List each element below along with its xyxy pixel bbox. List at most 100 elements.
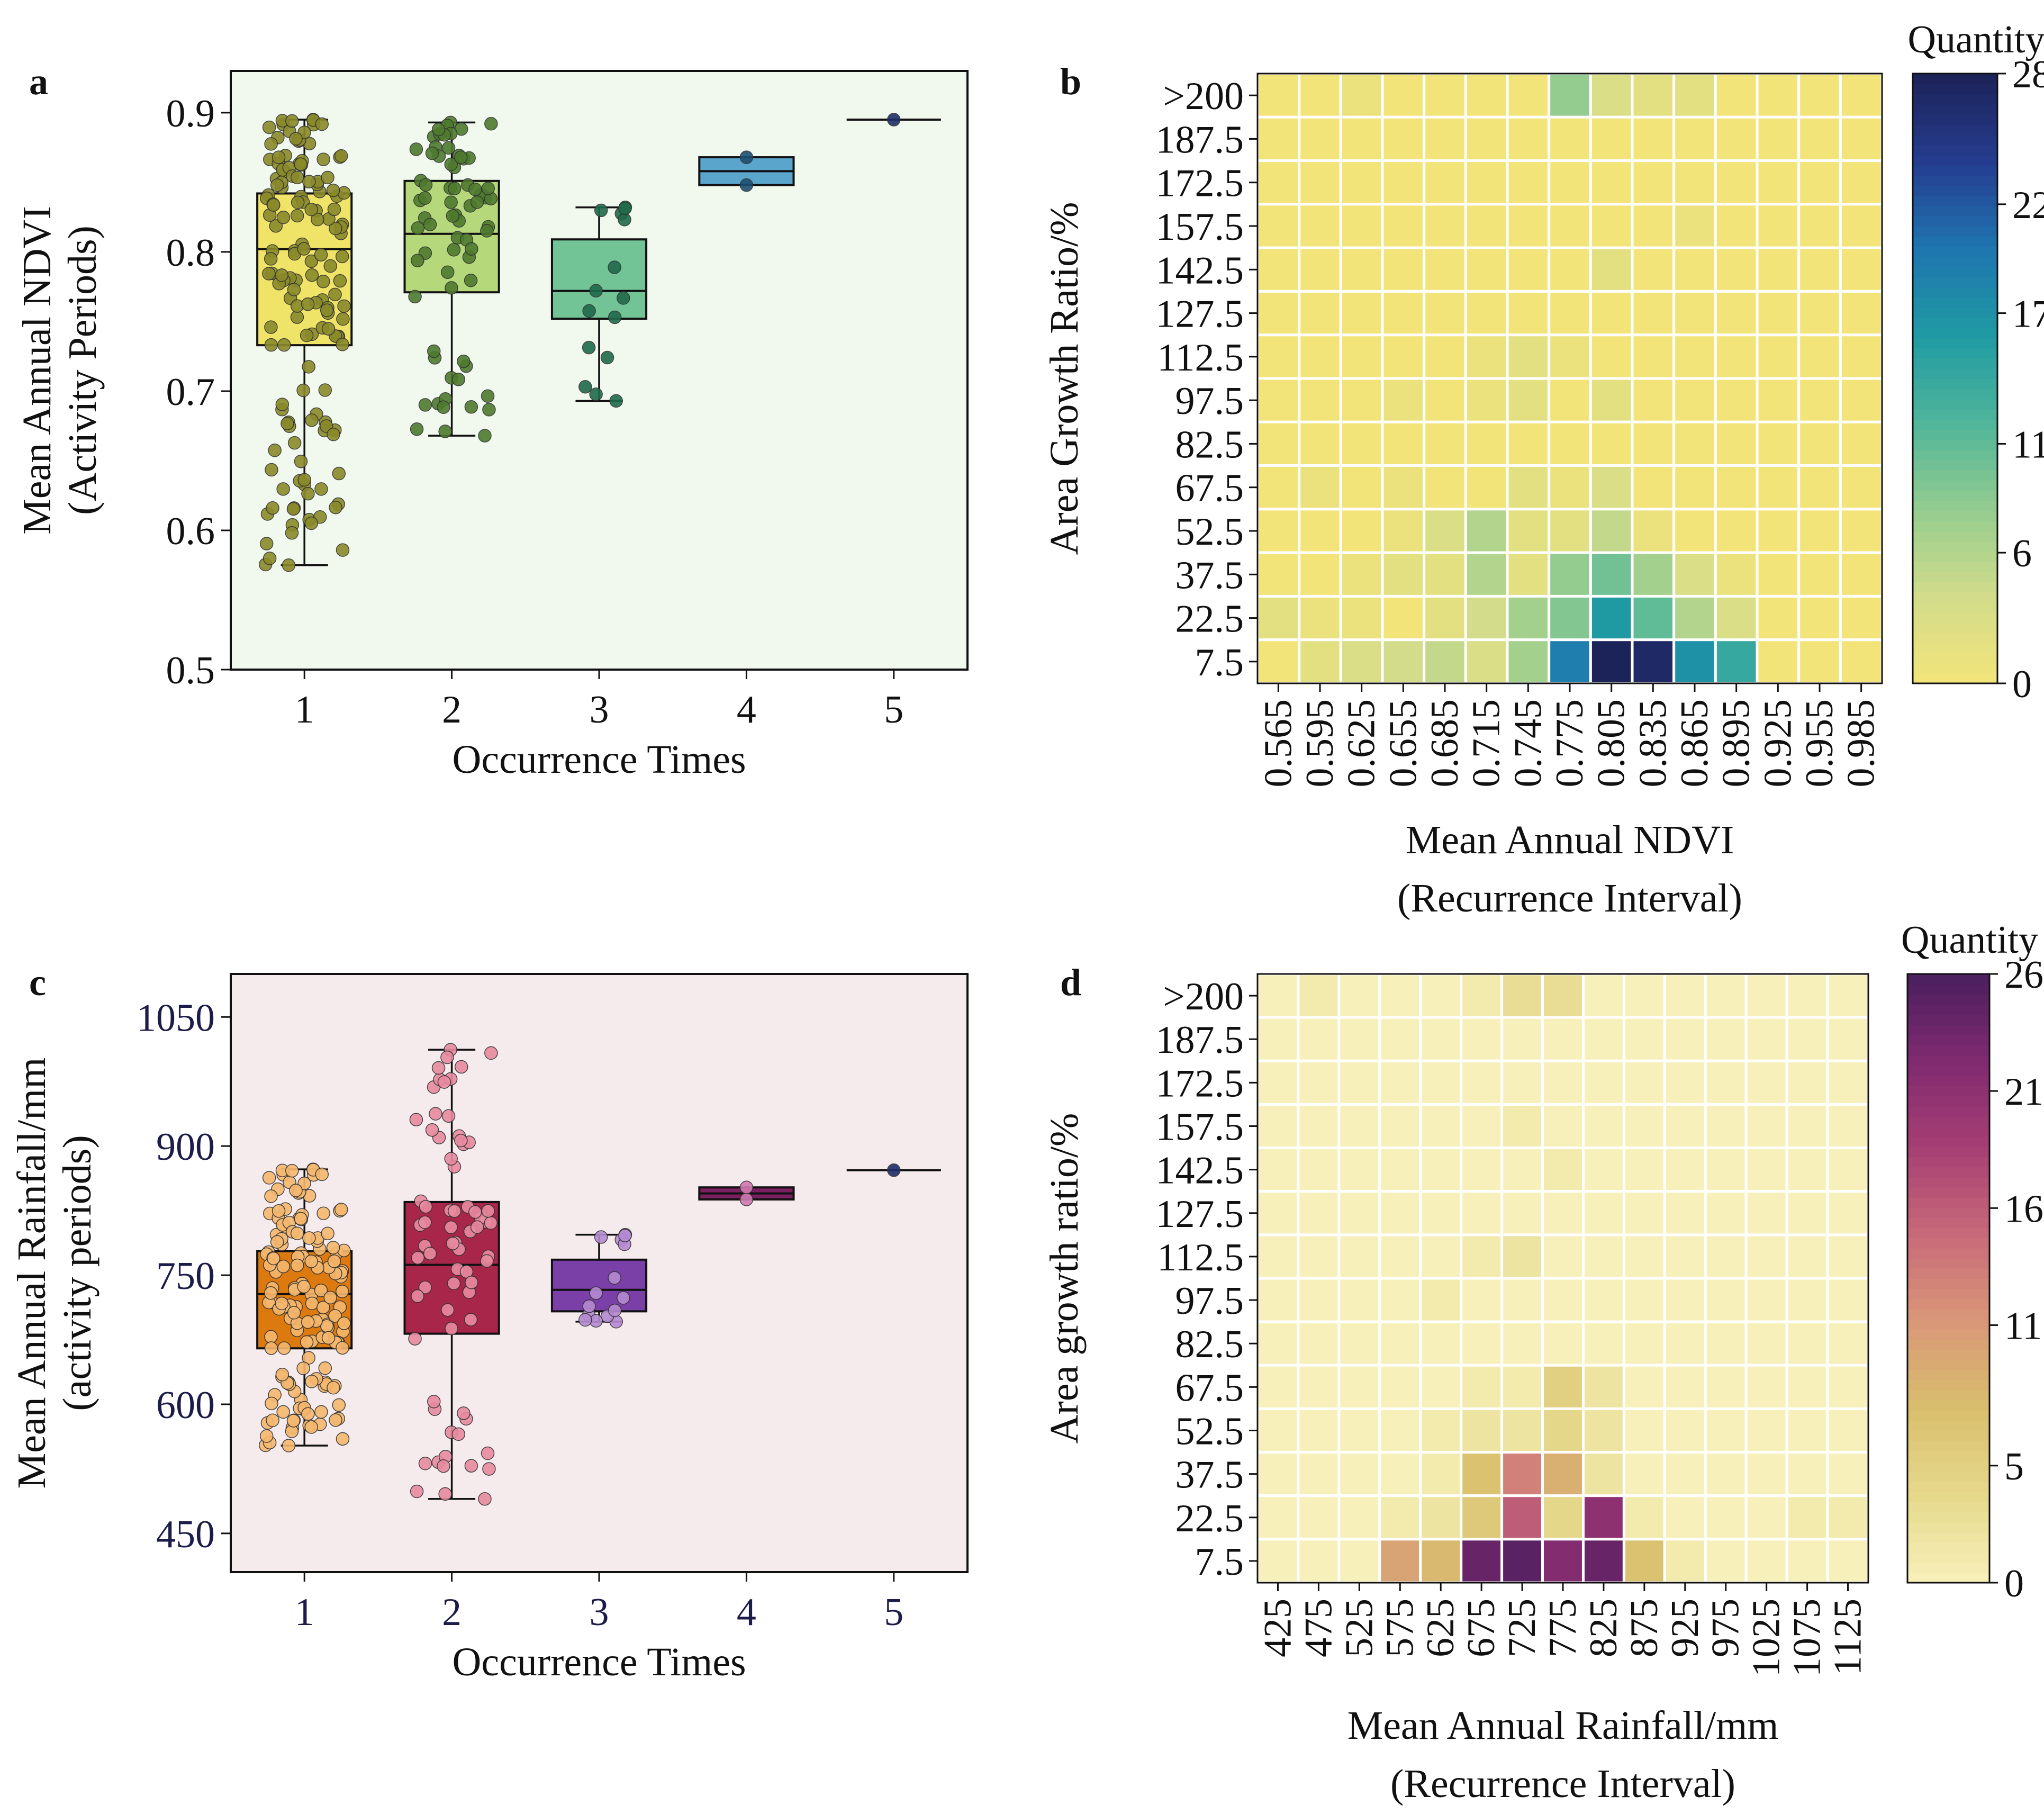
data-point <box>484 116 498 131</box>
data-point <box>454 150 468 164</box>
colorbar-segment <box>1907 1572 1989 1583</box>
colorbar-segment <box>1913 378 1997 390</box>
heatmap-cell <box>1581 1103 1625 1150</box>
colorbar-segment <box>1907 1491 1989 1502</box>
data-point <box>608 1303 622 1317</box>
data-point <box>441 1109 456 1123</box>
y-tick-label: 157.5 <box>1156 205 1244 249</box>
data-point <box>314 1284 328 1297</box>
colorbar-segment <box>1913 358 1997 369</box>
heatmap-cell <box>1826 1451 1870 1497</box>
box-group-5 <box>846 1163 941 1177</box>
colorbar-segment <box>1913 561 1997 572</box>
x-tick-label: 0.565 <box>1256 699 1300 788</box>
heatmap-cell <box>1589 72 1634 119</box>
heatmap-cell <box>1541 972 1585 1019</box>
heatmap-cell <box>1460 1233 1504 1280</box>
heatmap-cell <box>1631 159 1676 206</box>
data-point <box>290 1226 304 1240</box>
heatmap-cell <box>1839 115 1884 163</box>
heatmap-cell <box>1339 290 1384 337</box>
heatmap-cell <box>1337 972 1381 1019</box>
heatmap-cell <box>1744 1016 1788 1062</box>
panel-d: d >200187.5172.5157.5142.5127.5112.597.58… <box>1042 918 2043 1806</box>
colorbar-tick-label: 11 <box>2012 423 2044 466</box>
data-point <box>336 1432 350 1446</box>
data-point <box>265 1396 278 1411</box>
heatmap-cell <box>1622 972 1666 1019</box>
colorbar-segment <box>1913 510 1997 521</box>
data-point <box>418 398 432 412</box>
data-point <box>314 248 328 262</box>
data-point <box>410 1484 424 1499</box>
heatmap-cell <box>1589 508 1634 554</box>
colorbar-segment <box>1913 338 1997 349</box>
data-point <box>478 1492 492 1506</box>
heatmap-cell <box>1256 290 1301 337</box>
data-point <box>302 175 316 188</box>
y-tick-label: 0.9 <box>166 92 215 136</box>
data-point <box>468 1205 482 1219</box>
heatmap-cell <box>1672 551 1717 598</box>
heatmap-cell <box>1423 638 1467 685</box>
data-point <box>446 209 460 223</box>
heatmap-cell <box>1541 1147 1585 1193</box>
colorbar-segment <box>1913 653 1997 664</box>
heatmap-cell <box>1541 1407 1585 1454</box>
panel-letter: a <box>29 60 48 103</box>
heatmap-cell <box>1672 246 1717 293</box>
colorbar-segment <box>1913 165 1997 176</box>
heatmap-cell <box>1256 1277 1300 1323</box>
colorbar-segment <box>1907 1359 1989 1370</box>
colorbar-segment <box>1913 246 1997 257</box>
heatmap-cell <box>1298 159 1342 206</box>
data-point <box>447 1204 462 1218</box>
box-body <box>550 1258 648 1313</box>
data-point <box>304 1255 318 1268</box>
heatmap-cell <box>1839 508 1884 554</box>
colorbar-tick-label: 17 <box>2012 293 2044 336</box>
heatmap-cell <box>1381 159 1426 206</box>
heatmap-cell <box>1672 333 1717 380</box>
heatmap-cell <box>1419 1364 1463 1410</box>
colorbar-tick-label: 16 <box>2004 1187 2043 1231</box>
colorbar-segment <box>1907 1349 1989 1360</box>
heatmap-cell <box>1826 1016 1870 1062</box>
heatmap-cell <box>1704 1103 1748 1150</box>
x-axis-label-line: Mean Annual Rainfall/mm <box>1347 1703 1779 1748</box>
y-tick-label: 22.5 <box>1175 1497 1244 1540</box>
heatmap-cell <box>1378 1407 1422 1454</box>
heatmap-cell <box>1464 290 1509 337</box>
data-point <box>484 1216 498 1230</box>
heatmap-cell <box>1381 246 1426 293</box>
heatmap-cell <box>1298 290 1342 337</box>
colorbar-segment <box>1907 1004 1989 1015</box>
colorbar-segment <box>1913 94 1997 105</box>
data-point <box>411 254 424 267</box>
colorbar-segment <box>1907 1248 1989 1259</box>
heatmap-cell <box>1460 1364 1504 1410</box>
heatmap-cell <box>1714 72 1759 119</box>
heatmap-cell <box>1548 72 1592 119</box>
colorbar-segment <box>1907 1450 1989 1461</box>
heatmap-cell <box>1548 290 1592 337</box>
heatmap-cell <box>1672 508 1717 554</box>
colorbar-segment <box>1913 439 1997 450</box>
heatmap-cell <box>1797 551 1842 598</box>
heatmap-cell <box>1756 290 1801 337</box>
colorbar-segment <box>1913 470 1997 481</box>
heatmap-cell <box>1672 159 1717 206</box>
heatmap-cell <box>1839 246 1884 293</box>
heatmap-cell <box>1297 1059 1341 1106</box>
data-point <box>447 1276 461 1290</box>
heatmap-cell <box>1839 464 1884 511</box>
heatmap-cell <box>1797 246 1842 293</box>
heatmap-cell <box>1826 1059 1870 1106</box>
colorbar-segment <box>1907 1075 1989 1086</box>
data-point <box>464 1459 478 1473</box>
y-tick-label: 600 <box>156 1384 215 1427</box>
colorbar-segment <box>1913 226 1997 237</box>
